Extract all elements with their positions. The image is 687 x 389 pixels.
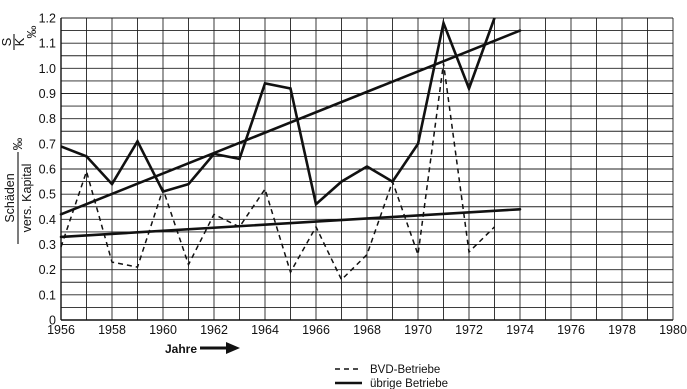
x-tick-label: 1958 xyxy=(98,323,126,337)
ylabel-bottom-numerator: Schäden xyxy=(3,173,17,222)
xlabel-text: Jahre xyxy=(165,342,197,356)
y-tick-label: 0.3 xyxy=(39,238,56,252)
legend-label-uebrige: übrige Betriebe xyxy=(370,378,448,389)
y-tick-label: 1.0 xyxy=(39,62,56,76)
y-tick-label: 0.2 xyxy=(39,263,56,277)
y-tick-label: 0.6 xyxy=(39,163,56,177)
x-tick-label: 1978 xyxy=(608,323,636,337)
y-axis-label: S K ‰ Schäden vers. Kapital ‰ xyxy=(0,26,39,244)
x-tick-label: 1974 xyxy=(506,323,534,337)
y-tick-label: 1.2 xyxy=(39,12,56,26)
ylabel-top-denominator: K xyxy=(12,37,27,46)
y-tick-label: 0.7 xyxy=(39,137,56,151)
x-tick-label: 1956 xyxy=(47,323,75,337)
series-lines xyxy=(60,17,496,281)
trend-line xyxy=(59,207,522,239)
x-tick-label: 1970 xyxy=(404,323,432,337)
y-tick-label: 0.1 xyxy=(39,288,56,302)
legend-item-uebrige: übrige Betriebe xyxy=(335,378,448,389)
x-tick-label: 1962 xyxy=(200,323,228,337)
ylabel-bottom-denominator: vers. Kapital xyxy=(20,164,34,233)
ylabel-top-unit: ‰ xyxy=(24,26,39,39)
y-tick-label: 0.4 xyxy=(39,213,56,227)
x-tick-label: 1976 xyxy=(557,323,585,337)
y-tick-label: 0.9 xyxy=(39,87,56,101)
ylabel-top-numerator: S xyxy=(0,37,14,46)
y-tick-label: 1.1 xyxy=(39,37,56,51)
legend-label-bvd: BVD-Betriebe xyxy=(370,364,440,376)
x-tick-label: 1966 xyxy=(302,323,330,337)
trend-line xyxy=(59,29,522,216)
ylabel-bottom-unit: ‰ xyxy=(11,137,25,150)
grid xyxy=(60,17,674,321)
legend: BVD-Betriebe übrige Betriebe xyxy=(335,364,448,389)
x-tick-label: 1964 xyxy=(251,323,279,337)
y-tick-label: 0.5 xyxy=(39,188,56,202)
legend-item-bvd: BVD-Betriebe xyxy=(335,364,440,376)
trend-lines xyxy=(59,29,522,239)
y-tick-labels: 0 0.1 0.2 0.3 0.4 0.5 0.6 0.7 0.8 0.9 1.0 1.1 1.2 xyxy=(39,12,56,328)
x-axis-label: Jahre xyxy=(165,342,240,356)
axes xyxy=(60,18,673,321)
arrow-right-icon xyxy=(200,342,240,354)
x-tick-label: 1960 xyxy=(149,323,177,337)
x-tick-label: 1980 xyxy=(659,323,687,337)
x-tick-label: 1968 xyxy=(353,323,381,337)
series-line-uebrige-betriebe xyxy=(60,17,496,207)
y-tick-label: 0 xyxy=(49,314,56,328)
y-tick-label: 0.8 xyxy=(39,112,56,126)
x-tick-label: 1972 xyxy=(455,323,483,337)
x-tick-labels: 1956 1958 1960 1962 1964 1966 1968 1970 1972 1974… xyxy=(47,323,687,337)
series-line-bvd-betriebe xyxy=(60,63,496,281)
